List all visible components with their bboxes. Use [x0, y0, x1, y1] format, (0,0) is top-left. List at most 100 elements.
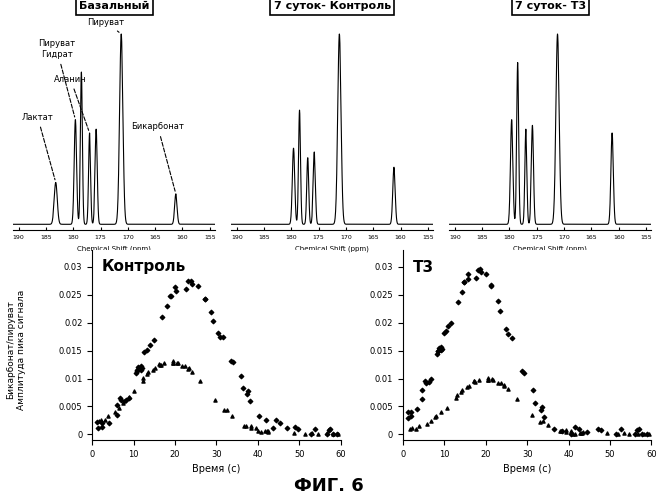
Point	[555, 428, 565, 436]
Title: Базальный: Базальный	[79, 2, 149, 12]
Point	[177, 362, 188, 370]
Title: 7 суток- Контроль: 7 суток- Контроль	[274, 2, 391, 12]
Point	[445, 318, 456, 326]
Point	[442, 404, 452, 411]
Point	[228, 358, 238, 366]
Point	[242, 390, 253, 398]
Point	[168, 357, 178, 365]
Point	[218, 332, 228, 340]
Point	[180, 285, 191, 293]
Point	[536, 406, 546, 413]
Point	[543, 422, 553, 430]
Point	[417, 395, 428, 403]
Point	[155, 360, 165, 368]
Point	[159, 358, 170, 366]
Point	[215, 332, 225, 340]
Point	[632, 426, 642, 434]
Point	[405, 425, 415, 433]
Point	[503, 330, 513, 338]
Point	[644, 430, 654, 438]
Point	[253, 426, 263, 434]
X-axis label: Время (с): Время (с)	[192, 464, 241, 474]
Point	[114, 404, 124, 412]
Point	[482, 376, 493, 384]
Point	[136, 366, 147, 374]
Point	[123, 392, 134, 400]
X-axis label: Chemical Shift (ppm): Chemical Shift (ppm)	[513, 246, 588, 252]
Point	[436, 346, 447, 354]
Point	[133, 364, 143, 372]
Point	[556, 427, 567, 435]
Text: Пируват
Гидрат: Пируват Гидрат	[38, 40, 76, 117]
Point	[463, 274, 474, 282]
Point	[263, 428, 273, 436]
Point	[222, 406, 232, 414]
Point	[327, 430, 338, 438]
Point	[436, 408, 447, 416]
Title: 7 суток- Т3: 7 суток- Т3	[515, 2, 586, 12]
Point	[168, 359, 179, 367]
Point	[271, 416, 282, 424]
Point	[130, 369, 141, 377]
Point	[110, 408, 120, 416]
Point	[321, 430, 332, 438]
Point	[443, 322, 453, 330]
Point	[642, 430, 652, 438]
Point	[300, 430, 311, 438]
Point	[170, 282, 180, 290]
Point	[143, 368, 153, 376]
Point	[116, 396, 126, 404]
Point	[493, 379, 503, 387]
Point	[451, 394, 461, 402]
Point	[576, 428, 586, 436]
Text: Лактат: Лактат	[22, 112, 55, 180]
Point	[186, 280, 197, 287]
Point	[172, 359, 183, 367]
Text: Пируват: Пируват	[88, 18, 124, 32]
Point	[616, 425, 626, 433]
Point	[570, 422, 580, 430]
Point	[459, 278, 469, 286]
Point	[261, 416, 271, 424]
Point	[145, 341, 155, 349]
Point	[166, 292, 176, 300]
Point	[434, 344, 444, 352]
Point	[123, 394, 134, 402]
Point	[118, 398, 128, 406]
Point	[213, 328, 224, 336]
Point	[417, 386, 428, 394]
X-axis label: Chemical Shift (ppm): Chemical Shift (ppm)	[295, 246, 369, 252]
Point	[488, 376, 498, 384]
Point	[436, 342, 447, 350]
Point	[420, 378, 431, 386]
Point	[537, 402, 547, 410]
Point	[501, 325, 512, 333]
Point	[457, 288, 467, 296]
Point	[141, 346, 152, 354]
Point	[602, 429, 613, 437]
Point	[226, 358, 236, 366]
Point	[183, 276, 193, 284]
Point	[639, 430, 649, 438]
Point	[455, 388, 466, 396]
Point	[406, 408, 417, 416]
Point	[402, 408, 413, 416]
Point	[332, 430, 343, 438]
Point	[236, 372, 247, 380]
Point	[468, 377, 479, 385]
Point	[325, 425, 336, 433]
Point	[433, 347, 443, 355]
Point	[251, 424, 262, 432]
Point	[526, 410, 537, 418]
Point	[566, 427, 576, 435]
Point	[132, 367, 142, 375]
Point	[570, 430, 580, 438]
Point	[511, 394, 522, 402]
Point	[293, 424, 303, 432]
Point	[422, 420, 432, 428]
Point	[180, 362, 190, 370]
Point	[332, 430, 342, 438]
Point	[104, 418, 114, 426]
Point	[186, 276, 196, 284]
Point	[99, 416, 110, 424]
